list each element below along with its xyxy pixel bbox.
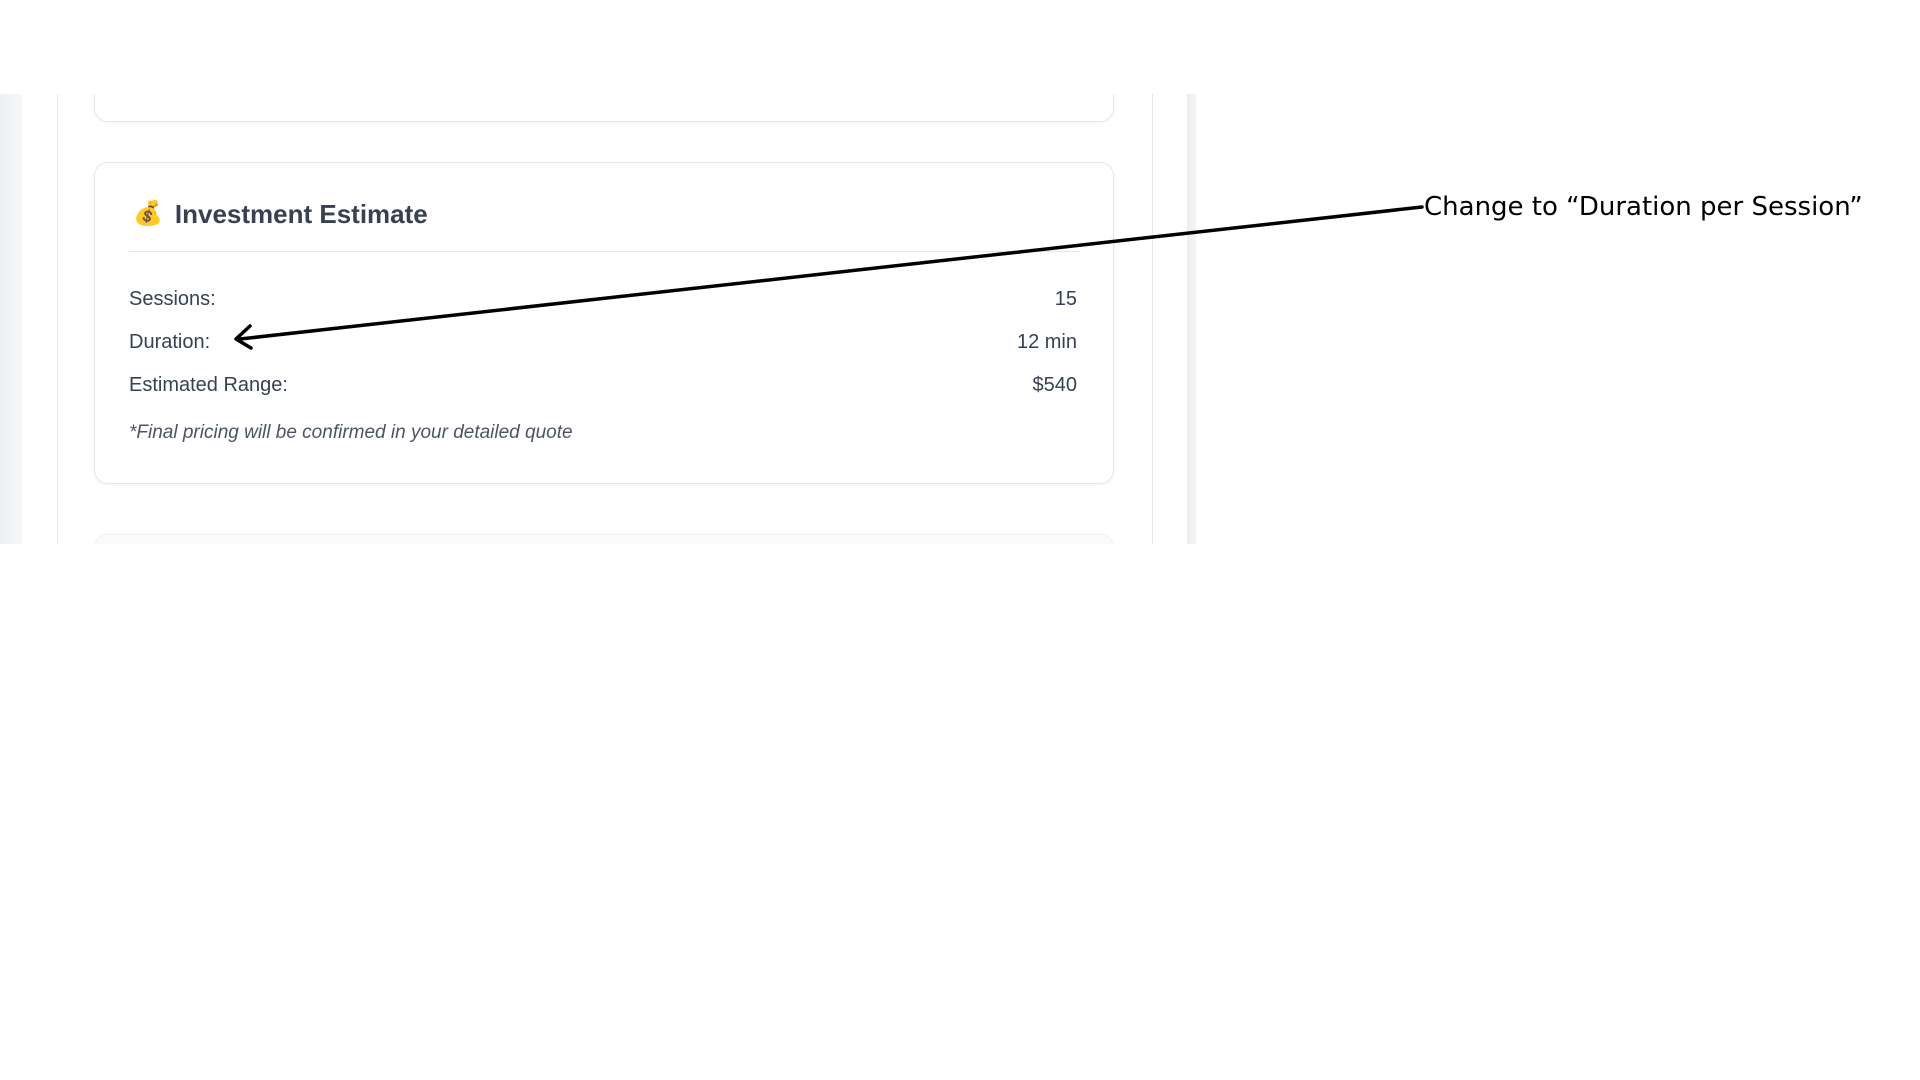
- pricing-note: *Final pricing will be confirmed in your…: [129, 422, 573, 443]
- page-edge-right: [1187, 94, 1196, 544]
- next-card: [94, 534, 1114, 544]
- estimated-range-value: $540: [1032, 374, 1078, 396]
- previous-card: [94, 94, 1114, 122]
- card-title: Investment Estimate: [174, 199, 428, 229]
- annotation-label: Change to “Duration per Session”: [1424, 192, 1863, 222]
- app-screenshot: 💰 Investment Estimate Sessions: 15 Durat…: [0, 94, 1196, 544]
- estimated-range-label: Estimated Range:: [129, 374, 288, 396]
- duration-label: Duration:: [129, 331, 211, 353]
- duration-row: Duration: 12 min: [129, 330, 1077, 354]
- money-bag-icon: 💰: [133, 200, 163, 227]
- estimated-range-row: Estimated Range: $540: [129, 373, 1077, 397]
- duration-value: 12 min: [1016, 331, 1077, 353]
- investment-estimate-card: 💰 Investment Estimate Sessions: 15 Durat…: [94, 162, 1114, 484]
- card-header: 💰 Investment Estimate: [129, 199, 1079, 252]
- page-edge-left: [0, 94, 22, 544]
- sessions-value: 15: [1054, 288, 1077, 310]
- sessions-row: Sessions: 15: [129, 287, 1077, 311]
- sessions-label: Sessions:: [129, 288, 216, 310]
